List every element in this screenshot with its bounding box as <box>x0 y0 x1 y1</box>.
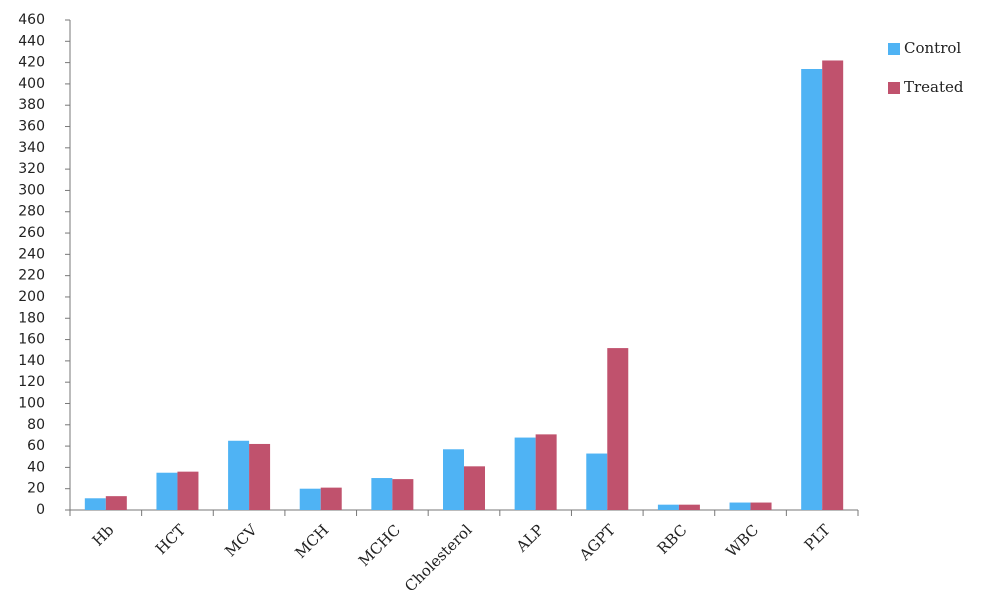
y-tick-label: 160 <box>18 332 45 348</box>
x-tick-label: MCV <box>221 520 261 560</box>
x-tick-label: PLT <box>801 521 834 554</box>
bar <box>371 478 393 510</box>
y-tick-label: 140 <box>18 353 45 369</box>
y-tick-label: 460 <box>18 12 45 28</box>
bar <box>443 449 464 510</box>
y-tick-label: 60 <box>27 438 45 454</box>
x-tick-label: AGPT <box>575 521 619 565</box>
y-tick-label: 340 <box>18 140 45 156</box>
y-tick-label: 260 <box>18 225 45 241</box>
y-tick-label: 80 <box>27 417 45 433</box>
legend-swatch <box>888 82 900 94</box>
y-tick-label: 240 <box>18 246 45 262</box>
x-tick-label: WBC <box>722 521 762 561</box>
y-tick-label: 100 <box>18 395 45 411</box>
legend-swatch <box>888 43 900 55</box>
y-tick-label: 420 <box>18 55 45 71</box>
y-tick-label: 300 <box>18 182 45 198</box>
bar <box>657 504 679 510</box>
bar <box>177 471 199 510</box>
bar <box>801 69 823 510</box>
bar <box>249 443 271 510</box>
bar <box>750 502 772 510</box>
bar <box>228 440 250 510</box>
x-tick-label: MCHC <box>355 521 404 570</box>
bar <box>535 434 557 510</box>
bar <box>320 487 342 510</box>
y-tick-label: 440 <box>18 33 45 49</box>
x-tick-label: RBC <box>654 521 691 558</box>
y-tick-label: 180 <box>18 310 45 326</box>
bar <box>84 498 106 510</box>
x-tick-label: HCT <box>152 521 189 558</box>
x-tick-label: ALP <box>512 521 547 556</box>
y-tick-label: 0 <box>36 502 45 518</box>
bar <box>105 496 127 510</box>
bar <box>586 453 608 510</box>
bar <box>299 488 321 510</box>
y-tick-label: 20 <box>27 481 45 497</box>
y-tick-label: 360 <box>18 119 45 135</box>
bar <box>156 472 178 510</box>
y-tick-label: 380 <box>18 97 45 113</box>
bar <box>822 60 844 510</box>
x-tick-label: MCH <box>291 521 332 562</box>
legend-label: Treated <box>904 78 964 96</box>
y-tick-label: 280 <box>18 204 45 220</box>
x-tick-label: Cholesterol <box>401 521 476 596</box>
y-tick-label: 200 <box>18 289 45 305</box>
y-tick-label: 220 <box>18 268 45 284</box>
y-tick-label: 320 <box>18 161 45 177</box>
bar <box>514 437 536 510</box>
x-tick-label: Hb <box>89 521 118 550</box>
legend-label: Control <box>904 39 961 57</box>
y-tick-label: 40 <box>27 459 45 475</box>
bar <box>464 466 485 510</box>
bar <box>607 348 629 510</box>
bar <box>392 479 414 510</box>
bar <box>678 504 700 510</box>
y-tick-label: 120 <box>18 374 45 390</box>
y-tick-label: 400 <box>18 76 45 92</box>
bar <box>729 502 751 510</box>
